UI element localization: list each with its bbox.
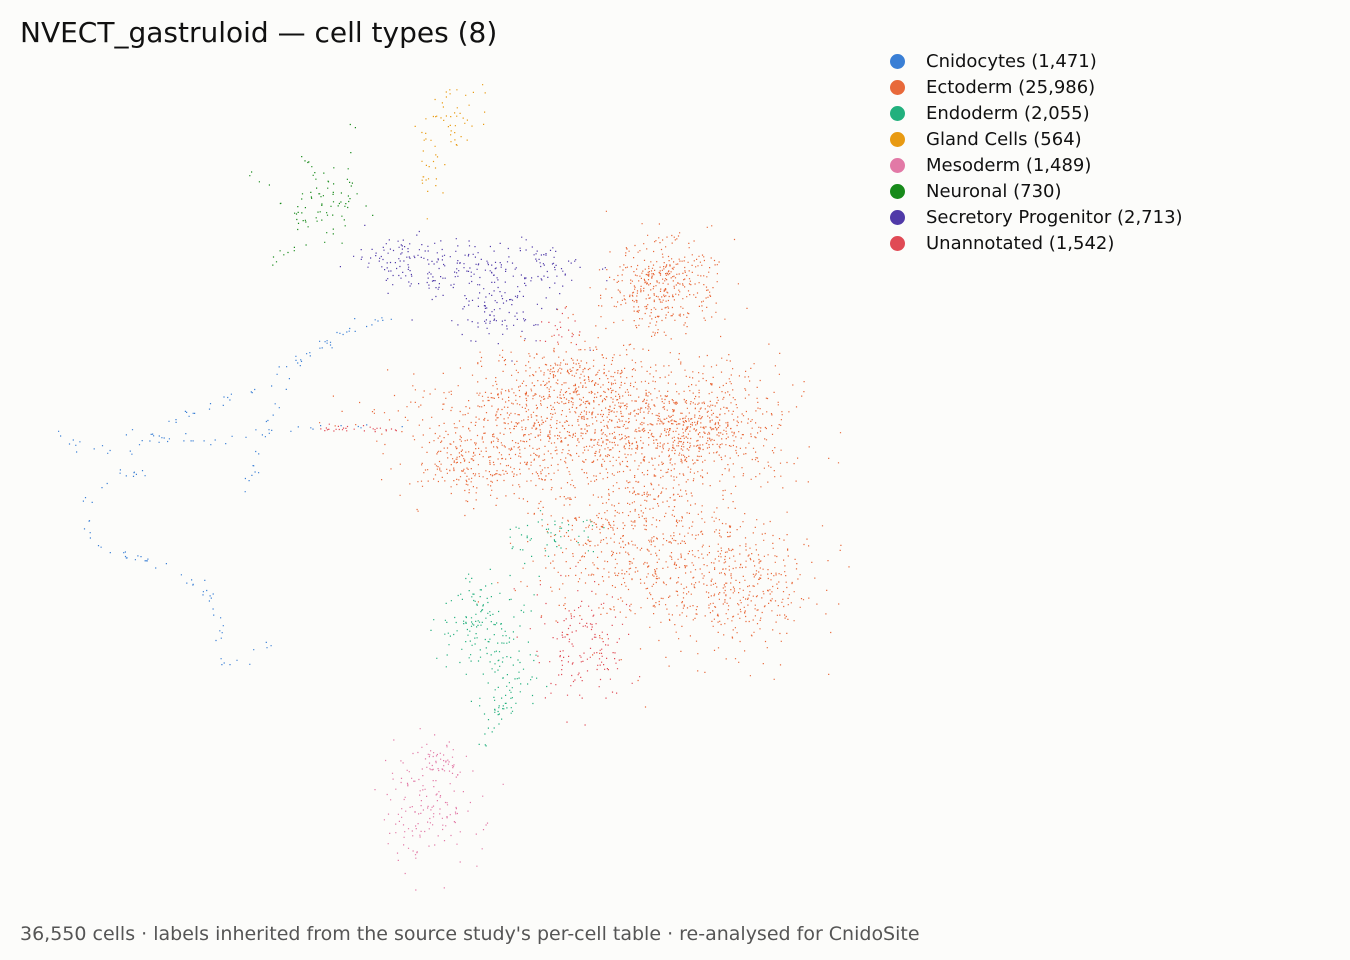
series-cnidocytes [58,317,403,666]
scatter-points [430,510,605,747]
scatter-points [58,317,403,666]
legend-marker [890,235,905,251]
scatter-points [374,728,504,891]
series-endoderm [430,510,605,747]
legend-label: Gland Cells (564) [926,128,1082,150]
scatter-points [339,224,608,362]
legend-marker [890,157,905,173]
legend-item-cnidocytes: Cnidocytes (1,471) [890,48,1183,74]
series-unannotated [320,307,641,726]
legend-marker [890,105,905,121]
legend: Cnidocytes (1,471) Ectoderm (25,986) Endod… [890,48,1183,256]
legend-marker [890,131,905,147]
legend-label: Cnidocytes (1,471) [926,50,1097,72]
legend-label: Endoderm (2,055) [926,102,1090,124]
legend-label: Neuronal (730) [926,180,1062,202]
scatter-points [414,84,486,220]
scatter-points [249,123,374,266]
legend-label: Mesoderm (1,489) [926,154,1092,176]
scatter-points [319,210,850,708]
legend-marker [890,183,905,199]
chart-title: NVECT_gastruloid — cell types (8) [20,16,498,49]
legend-item-ectoderm: Ectoderm (25,986) [890,74,1183,100]
legend-marker [890,53,905,69]
series-ectoderm [319,210,850,708]
series-secretory-progenitor [339,224,608,362]
legend-item-mesoderm: Mesoderm (1,489) [890,152,1183,178]
series-mesoderm [374,728,504,891]
series-neuronal [249,123,374,266]
legend-marker [890,79,905,95]
legend-item-unannotated: Unannotated (1,542) [890,230,1183,256]
series-gland-cells [414,84,486,220]
legend-item-secretory-progenitor: Secretory Progenitor (2,713) [890,204,1183,230]
legend-item-gland-cells: Gland Cells (564) [890,126,1183,152]
legend-marker [890,209,905,225]
legend-item-neuronal: Neuronal (730) [890,178,1183,204]
legend-label: Ectoderm (25,986) [926,76,1096,98]
legend-label: Unannotated (1,542) [926,232,1115,254]
chart-caption: 36,550 cells · labels inherited from the… [20,923,920,945]
scatter-points [320,307,641,726]
legend-item-endoderm: Endoderm (2,055) [890,100,1183,126]
legend-label: Secretory Progenitor (2,713) [926,206,1183,228]
